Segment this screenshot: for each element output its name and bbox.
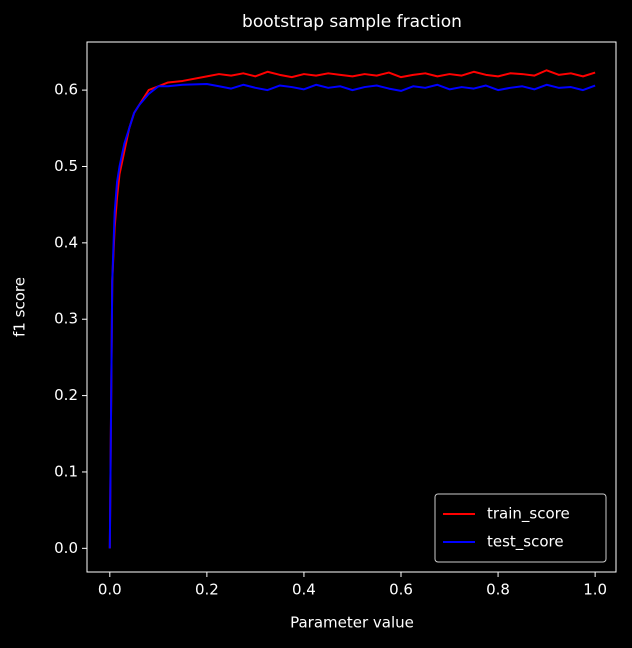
- y-tick-label: 0.0: [54, 539, 78, 557]
- legend-label: train_score: [487, 505, 570, 524]
- y-tick-label: 0.5: [54, 157, 78, 175]
- y-tick-label: 0.4: [54, 233, 78, 251]
- y-tick-label: 0.3: [54, 310, 78, 328]
- chart-title: bootstrap sample fraction: [242, 12, 462, 32]
- x-axis-label: Parameter value: [290, 614, 414, 632]
- x-tick-label: 1.0: [583, 581, 607, 599]
- x-tick-label: 0.2: [195, 581, 219, 599]
- x-tick-label: 0.4: [292, 581, 316, 599]
- y-tick-label: 0.1: [54, 462, 78, 480]
- legend-label: test_score: [487, 533, 564, 552]
- axes-frame: [86, 41, 617, 573]
- x-tick-label: 0.6: [389, 581, 413, 599]
- y-tick-label: 0.2: [54, 386, 78, 404]
- series-line: [108, 83, 596, 549]
- x-tick-label: 0.8: [486, 581, 510, 599]
- y-tick-label: 0.6: [54, 81, 78, 99]
- legend-box: [434, 493, 607, 563]
- y-axis-label: f1 score: [11, 277, 29, 337]
- x-tick-label: 0.0: [98, 581, 122, 599]
